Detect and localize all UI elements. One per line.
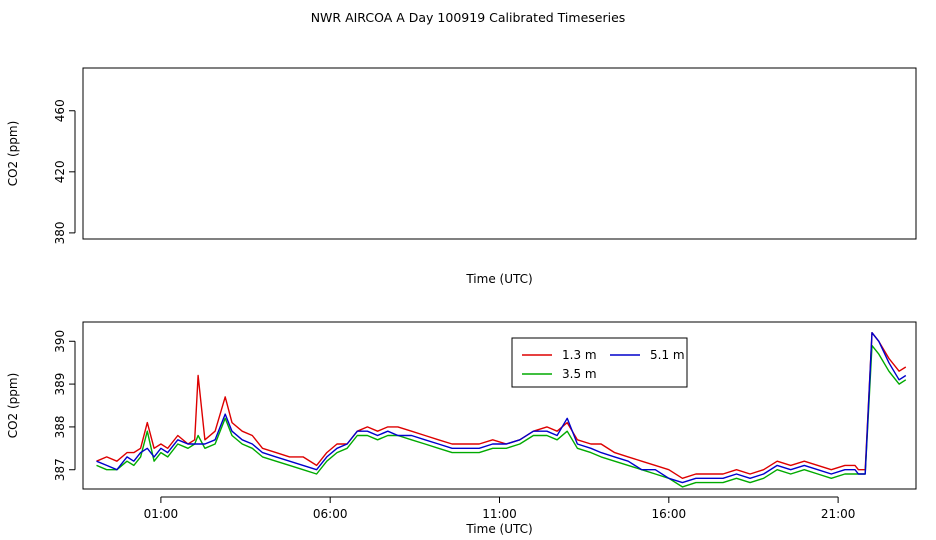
bottom-y-tick-label: 389 [53, 373, 67, 396]
bottom-series-line-5-1-m [96, 332, 907, 484]
bottom-data-area [96, 332, 907, 488]
bottom-series-line-1-3-m [96, 332, 907, 479]
top-plot-frame [82, 67, 917, 240]
top-y-tick-label: 380 [53, 221, 67, 244]
bottom-x-tick-label: 01:00 [144, 507, 179, 521]
top-x-axis-label: Time (UTC) [465, 272, 532, 286]
bottom-y-tick-label: 388 [53, 415, 67, 438]
figure-title: NWR AIRCOA A Day 100919 Calibrated Times… [311, 10, 626, 25]
top-y-tick-label: 420 [53, 160, 67, 183]
bottom-plot-frame [82, 321, 917, 490]
bottom-y-axis-label: CO2 (ppm) [6, 373, 20, 439]
bottom-x-tick-label: 21:00 [821, 507, 856, 521]
legend-box [511, 337, 688, 388]
bottom-y-tick-label: 387 [53, 458, 67, 481]
legend-label-1-3-m: 1.3 m [562, 348, 597, 362]
bottom-x-tick-label: 11:00 [482, 507, 517, 521]
legend-label-5-1-m: 5.1 m [650, 348, 685, 362]
top-panel: Time (UTC) CO2 (ppm) 01:0006:0011:0016:0… [6, 67, 917, 286]
bottom-x-tick-label: 16:00 [652, 507, 687, 521]
top-y-tick-label: 460 [53, 99, 67, 122]
top-y-axis-label: CO2 (ppm) [6, 121, 20, 187]
bottom-x-tick-label: 06:00 [313, 507, 348, 521]
bottom-x-axis-label: Time (UTC) [465, 522, 532, 536]
bottom-panel: Time (UTC) CO2 (ppm) 01:00 06:00 11:00 16:0… [6, 321, 917, 536]
bottom-series-line-3-5-m [96, 344, 907, 488]
bottom-y-tick-label: 390 [53, 330, 67, 353]
legend-label-3-5-m: 3.5 m [562, 367, 597, 381]
